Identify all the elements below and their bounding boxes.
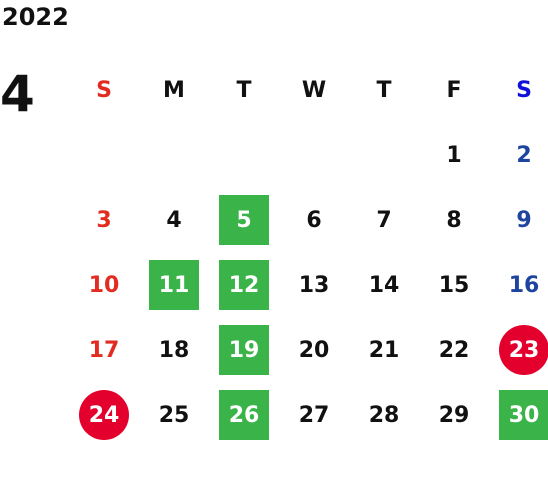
day-number: 4: [166, 207, 182, 233]
day-cell-8[interactable]: 8: [419, 188, 489, 252]
day-cell-18[interactable]: 18: [139, 318, 209, 382]
day-number: 1: [446, 142, 462, 168]
day-number: 17: [88, 337, 120, 363]
day-number: 16: [508, 272, 540, 298]
day-number: 2: [516, 142, 532, 168]
day-number: 27: [298, 402, 330, 428]
day-cell-1[interactable]: 1: [419, 123, 489, 187]
day-cell-15[interactable]: 15: [419, 253, 489, 317]
day-number: 21: [368, 337, 400, 363]
day-number: 13: [298, 272, 330, 298]
day-cell-21[interactable]: 21: [349, 318, 419, 382]
day-number: 11: [149, 260, 199, 310]
day-cell-12[interactable]: 12: [209, 253, 279, 317]
day-cell-29[interactable]: 29: [419, 383, 489, 447]
day-cell-6[interactable]: 6: [279, 188, 349, 252]
day-number: 30: [499, 390, 548, 440]
day-number: 5: [219, 195, 269, 245]
day-number: 28: [368, 402, 400, 428]
day-cell-10[interactable]: 10: [69, 253, 139, 317]
day-cell-5[interactable]: 5: [209, 188, 279, 252]
day-number: 19: [219, 325, 269, 375]
day-cell-3[interactable]: 3: [69, 188, 139, 252]
day-number: 26: [219, 390, 269, 440]
day-cell-26[interactable]: 26: [209, 383, 279, 447]
calendar-month: 4: [0, 65, 35, 123]
day-cell-25[interactable]: 25: [139, 383, 209, 447]
weekday-header-sun: S: [96, 77, 112, 103]
day-cell-20[interactable]: 20: [279, 318, 349, 382]
weekday-header-fri: F: [446, 77, 462, 103]
day-number: 9: [516, 207, 532, 233]
weekday-header-wed: W: [301, 77, 327, 103]
weekday-header-mon: M: [163, 77, 185, 103]
weekday-header-tue: T: [236, 77, 252, 103]
day-cell-23[interactable]: 23: [489, 318, 548, 382]
day-number: 3: [96, 207, 112, 233]
day-number: 18: [158, 337, 190, 363]
day-cell-13[interactable]: 13: [279, 253, 349, 317]
day-number: 14: [368, 272, 400, 298]
day-cell-2[interactable]: 2: [489, 123, 548, 187]
day-number: 22: [438, 337, 470, 363]
day-number: 24: [79, 390, 129, 440]
day-number: 7: [376, 207, 392, 233]
day-number: 15: [438, 272, 470, 298]
day-cell-22[interactable]: 22: [419, 318, 489, 382]
day-number: 6: [306, 207, 322, 233]
day-cell-14[interactable]: 14: [349, 253, 419, 317]
day-number: 8: [446, 207, 462, 233]
day-number: 12: [219, 260, 269, 310]
day-cell-9[interactable]: 9: [489, 188, 548, 252]
day-cell-27[interactable]: 27: [279, 383, 349, 447]
day-cell-30[interactable]: 30: [489, 383, 548, 447]
day-cell-4[interactable]: 4: [139, 188, 209, 252]
day-number: 29: [438, 402, 470, 428]
weekday-header-sat: S: [516, 77, 532, 103]
day-cell-7[interactable]: 7: [349, 188, 419, 252]
day-cell-24[interactable]: 24: [69, 383, 139, 447]
day-number: 10: [88, 272, 120, 298]
day-cell-19[interactable]: 19: [209, 318, 279, 382]
day-cell-17[interactable]: 17: [69, 318, 139, 382]
weekday-header-thu: T: [376, 77, 392, 103]
day-cell-28[interactable]: 28: [349, 383, 419, 447]
day-number: 23: [499, 325, 548, 375]
day-cell-11[interactable]: 11: [139, 253, 209, 317]
day-number: 20: [298, 337, 330, 363]
day-number: 25: [158, 402, 190, 428]
day-cell-16[interactable]: 16: [489, 253, 548, 317]
calendar-year: 2022: [2, 3, 69, 31]
